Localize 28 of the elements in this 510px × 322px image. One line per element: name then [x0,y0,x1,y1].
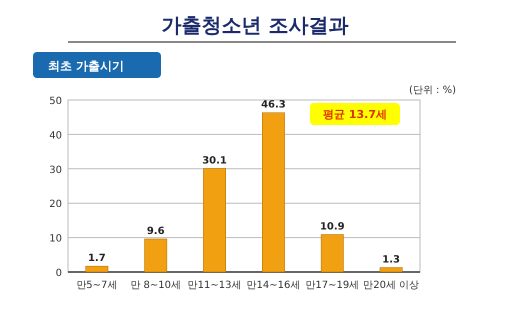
bar [85,266,108,272]
data-label: 1.3 [382,254,400,266]
data-label: 30.1 [202,155,227,166]
y-tick-label: 50 [49,96,62,107]
annotation: 평균 13.7세 [323,108,387,121]
bar [380,267,403,272]
x-tick-label: 만11~13세 [188,280,242,291]
data-label: 10.9 [320,222,345,233]
text: (단위 : %) [408,85,456,96]
x-tick-label: 만5~7세 [76,280,118,291]
bar [262,112,285,272]
y-tick-label: 10 [49,234,62,245]
data-label: 1.7 [88,253,106,264]
bar [144,238,168,272]
data-label: 46.3 [261,100,286,111]
x-tick-label: 만 8~10세 [130,280,182,291]
x-tick-label: 만20세 이상 [363,280,420,291]
y-tick-label: 0 [56,268,62,279]
y-tick-label: 40 [49,130,62,142]
y-tick-label: 30 [49,164,62,176]
chart-title: 가출청소년 조사결과 [162,13,348,37]
bar [203,168,226,272]
y-tick-label: 20 [49,199,62,210]
bar [320,234,344,272]
chart-subtitle: 최초 가출시기 [48,59,124,73]
data-label: 9.6 [146,226,165,237]
x-tick-label: 만14~16세 [246,280,300,291]
x-tick-label: 만17~19세 [305,280,360,291]
